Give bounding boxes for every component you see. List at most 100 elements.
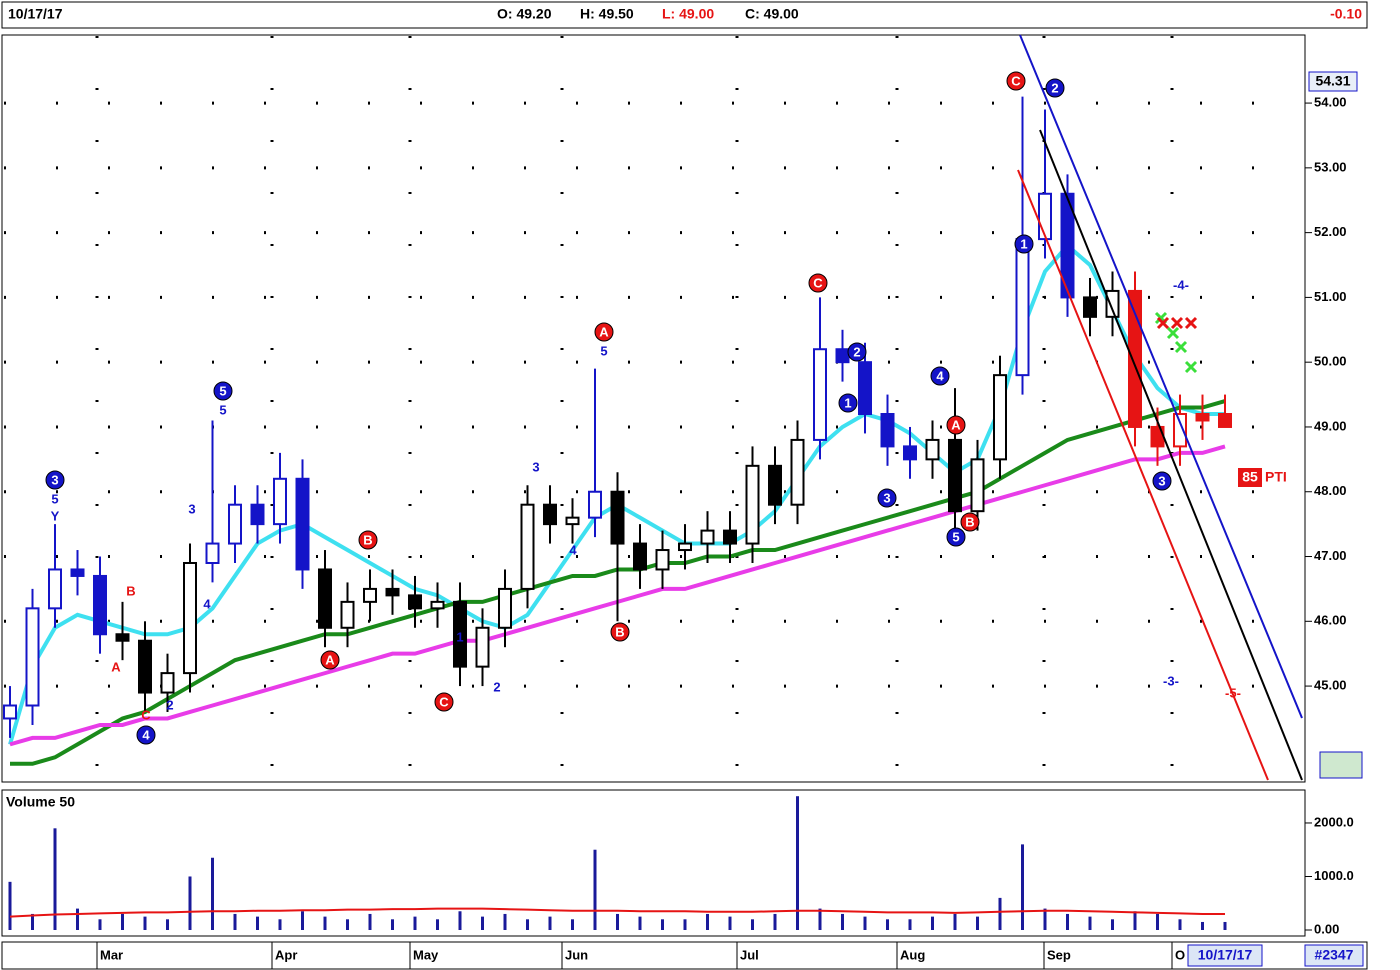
wave-marker: [320, 650, 340, 670]
candle-body: [880, 413, 895, 448]
header-close: C: 49.00: [745, 6, 799, 22]
candle-body: [273, 477, 287, 526]
wave-label: 1: [844, 395, 851, 410]
volume-bar: [841, 913, 844, 930]
volume-bar: [458, 911, 462, 930]
volume-bar: [413, 916, 417, 930]
wave-label: B: [615, 624, 624, 639]
y-tick-label: 48.00: [1314, 483, 1347, 498]
wave-marker: [877, 488, 897, 508]
wave-label: 5: [219, 383, 226, 398]
wave-marker: [960, 512, 980, 532]
volume-bar: [503, 913, 507, 930]
trend-line: [1019, 34, 1303, 719]
candle-body: [1218, 413, 1232, 428]
volume-bar: [571, 919, 574, 930]
candle-body: [160, 672, 175, 694]
wave-label: -3-: [1163, 673, 1179, 688]
candle-body: [678, 542, 692, 552]
candle-body: [903, 445, 917, 461]
volume-bar: [8, 881, 12, 930]
volume-title: Volume 50: [6, 794, 75, 810]
wave-marker: [1152, 471, 1172, 491]
candle-body: [655, 549, 670, 571]
volume-bar: [53, 828, 57, 930]
wave-label: 1: [456, 629, 463, 644]
wave-label: B: [363, 532, 372, 547]
plot: [3, 96, 1232, 766]
wave-marker: [610, 622, 630, 642]
candle-body: [835, 348, 850, 364]
volume-bar: [121, 913, 124, 930]
wave-marker: [434, 692, 454, 712]
candle-body: [1195, 413, 1210, 422]
volume-bar: [98, 919, 102, 930]
candle-body: [633, 542, 647, 571]
candle-body: [768, 464, 782, 506]
wave-label: 5: [952, 529, 959, 544]
candle-body: [453, 600, 467, 668]
candle-body: [970, 458, 985, 513]
volume-bar: [886, 919, 889, 930]
volume-bar: [1066, 913, 1069, 930]
wave-label: A: [951, 417, 961, 432]
wave-label: 4: [203, 596, 211, 611]
candle-body: [318, 568, 332, 629]
candle-body: [183, 561, 197, 675]
candle-body: [1128, 289, 1142, 428]
y-tick-label: 2000.0: [1314, 814, 1354, 829]
wave-label: 2: [166, 697, 173, 712]
wave-marker: [838, 393, 858, 413]
month-label: Jul: [740, 947, 759, 962]
wave-marker: [946, 415, 966, 435]
wave-label: C: [439, 694, 449, 709]
y-tick-label: 54.00: [1314, 95, 1347, 110]
volume-bar: [1111, 919, 1114, 930]
header-high: H: 49.50: [580, 6, 634, 22]
volume-bar: [593, 849, 597, 930]
volume-bar: [976, 916, 979, 930]
month-label: O: [1175, 947, 1185, 962]
candle-body: [228, 503, 242, 545]
candle-body: [475, 626, 490, 668]
y-tick-label: 49.00: [1314, 418, 1347, 433]
volume-bar: [1088, 916, 1092, 930]
y-tick-label: 53.00: [1314, 159, 1347, 174]
volume-bar: [1178, 919, 1182, 930]
pti-value: 85: [1242, 469, 1258, 485]
wave-label: 4: [142, 727, 150, 742]
price-panel: [1, 34, 1306, 783]
volume-bar: [391, 919, 394, 930]
volume-bar: [143, 916, 147, 930]
wave-marker: [808, 273, 828, 293]
wave-label: -4-: [1173, 277, 1189, 292]
volume-bar: [751, 919, 754, 930]
month-label: May: [413, 947, 439, 962]
wave-label: Y: [51, 508, 60, 523]
wave-marker: [1006, 71, 1026, 91]
counter-box: [1304, 944, 1364, 967]
candle-body: [813, 348, 827, 441]
candle-body: [3, 704, 17, 720]
candle-body: [1173, 413, 1187, 448]
tool-icon[interactable]: [1319, 751, 1363, 779]
volume-bar: [818, 908, 822, 930]
volume-bar: [233, 913, 237, 930]
candle-body: [115, 633, 130, 642]
volume-bar: [1201, 921, 1204, 930]
header-low: L: 49.00: [662, 6, 714, 22]
volume-bar: [1043, 908, 1047, 930]
volume-bar: [346, 919, 349, 930]
volume-bar: [1021, 844, 1024, 930]
time-axis: [1, 941, 1368, 970]
volume-bar: [908, 919, 912, 930]
candle-body: [385, 587, 400, 597]
candle-body: [520, 503, 535, 590]
volume-bar: [796, 796, 799, 930]
volume-bar: [436, 919, 439, 930]
wave-marker: [594, 322, 614, 342]
candle-body: [948, 438, 962, 513]
candle-body: [565, 516, 580, 526]
wave-marker: [847, 342, 867, 362]
projection-marks: [1156, 316, 1198, 330]
